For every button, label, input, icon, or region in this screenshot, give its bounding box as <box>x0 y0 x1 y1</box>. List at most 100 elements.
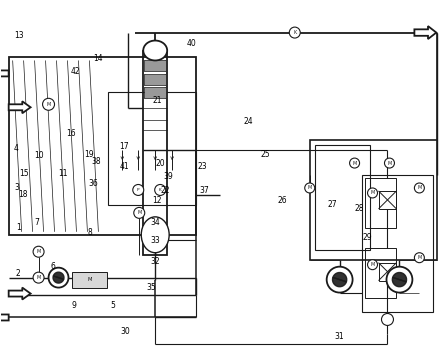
Text: 37: 37 <box>199 186 209 195</box>
Text: 15: 15 <box>19 169 29 178</box>
Text: M: M <box>36 249 41 254</box>
Bar <box>310 140 437 260</box>
Polygon shape <box>414 26 436 39</box>
Circle shape <box>385 158 394 168</box>
Polygon shape <box>53 276 64 283</box>
Text: 11: 11 <box>58 169 68 178</box>
Text: 2: 2 <box>16 270 20 278</box>
Text: 7: 7 <box>34 218 39 227</box>
Text: M: M <box>36 275 41 280</box>
Bar <box>9 57 196 235</box>
Text: 22: 22 <box>161 186 170 195</box>
Bar <box>108 92 196 205</box>
Text: 32: 32 <box>151 257 160 266</box>
Text: 42: 42 <box>71 68 80 77</box>
Circle shape <box>414 253 424 263</box>
Circle shape <box>327 267 353 292</box>
Text: 23: 23 <box>198 162 207 171</box>
Text: 29: 29 <box>363 233 373 242</box>
Text: K: K <box>159 188 162 192</box>
Text: M: M <box>370 191 375 195</box>
Text: 25: 25 <box>261 150 270 159</box>
Polygon shape <box>333 277 346 287</box>
Text: 36: 36 <box>88 179 98 188</box>
Polygon shape <box>0 312 9 323</box>
Text: M: M <box>353 161 357 166</box>
Text: 16: 16 <box>66 129 76 138</box>
Text: 9: 9 <box>71 301 76 310</box>
Text: 41: 41 <box>119 162 129 171</box>
Text: 17: 17 <box>119 142 129 151</box>
Text: K: K <box>293 30 297 35</box>
Text: 14: 14 <box>94 55 103 64</box>
Ellipse shape <box>143 40 167 60</box>
Text: 28: 28 <box>355 204 364 213</box>
Polygon shape <box>53 272 64 279</box>
Text: 26: 26 <box>278 196 287 205</box>
Bar <box>144 74 166 85</box>
Text: P: P <box>137 188 139 192</box>
Text: 10: 10 <box>34 151 44 160</box>
Circle shape <box>386 267 412 292</box>
Text: M: M <box>137 210 141 216</box>
Text: 3: 3 <box>14 183 19 192</box>
Text: M: M <box>47 102 51 107</box>
Text: 12: 12 <box>152 196 162 205</box>
Circle shape <box>368 188 377 198</box>
Text: 5: 5 <box>111 301 115 310</box>
Text: 8: 8 <box>88 228 93 237</box>
Ellipse shape <box>141 217 169 253</box>
Bar <box>378 191 396 209</box>
Text: 20: 20 <box>155 159 165 168</box>
Bar <box>144 87 166 98</box>
Text: 18: 18 <box>18 190 28 199</box>
Circle shape <box>43 98 55 110</box>
Text: M: M <box>417 186 421 191</box>
Text: M: M <box>370 262 375 267</box>
Circle shape <box>48 268 68 288</box>
Circle shape <box>155 184 166 195</box>
Text: 21: 21 <box>152 96 162 105</box>
Text: 31: 31 <box>335 332 345 342</box>
Text: 40: 40 <box>186 39 196 48</box>
Circle shape <box>368 260 377 270</box>
Text: M: M <box>417 255 421 260</box>
Polygon shape <box>392 273 407 282</box>
Text: 4: 4 <box>14 144 19 153</box>
Text: 6: 6 <box>50 262 55 271</box>
Text: 19: 19 <box>84 150 94 159</box>
Polygon shape <box>9 288 31 300</box>
Text: 27: 27 <box>327 200 337 209</box>
Bar <box>72 271 107 288</box>
Bar <box>315 145 369 250</box>
Bar <box>361 175 433 313</box>
Bar <box>365 178 396 228</box>
Text: 35: 35 <box>147 283 156 292</box>
Text: 38: 38 <box>91 157 101 166</box>
Circle shape <box>349 158 360 168</box>
Polygon shape <box>392 277 406 287</box>
Text: 24: 24 <box>243 117 253 126</box>
Text: 13: 13 <box>14 31 24 40</box>
Polygon shape <box>9 101 31 113</box>
Circle shape <box>133 184 144 195</box>
Circle shape <box>305 183 315 193</box>
Text: 30: 30 <box>120 327 130 336</box>
Text: 39: 39 <box>163 172 173 181</box>
Bar <box>144 60 166 71</box>
Circle shape <box>33 246 44 257</box>
Circle shape <box>289 27 300 38</box>
Text: 1: 1 <box>16 223 20 232</box>
Bar <box>143 51 167 255</box>
Bar <box>365 248 396 297</box>
Text: M: M <box>87 277 91 282</box>
Text: M: M <box>387 161 392 166</box>
Text: 33: 33 <box>151 236 160 245</box>
Polygon shape <box>333 273 347 282</box>
Ellipse shape <box>381 313 393 325</box>
Bar <box>378 263 396 280</box>
Circle shape <box>134 208 145 218</box>
Text: 34: 34 <box>151 218 160 227</box>
Circle shape <box>33 272 44 283</box>
Circle shape <box>414 183 424 193</box>
